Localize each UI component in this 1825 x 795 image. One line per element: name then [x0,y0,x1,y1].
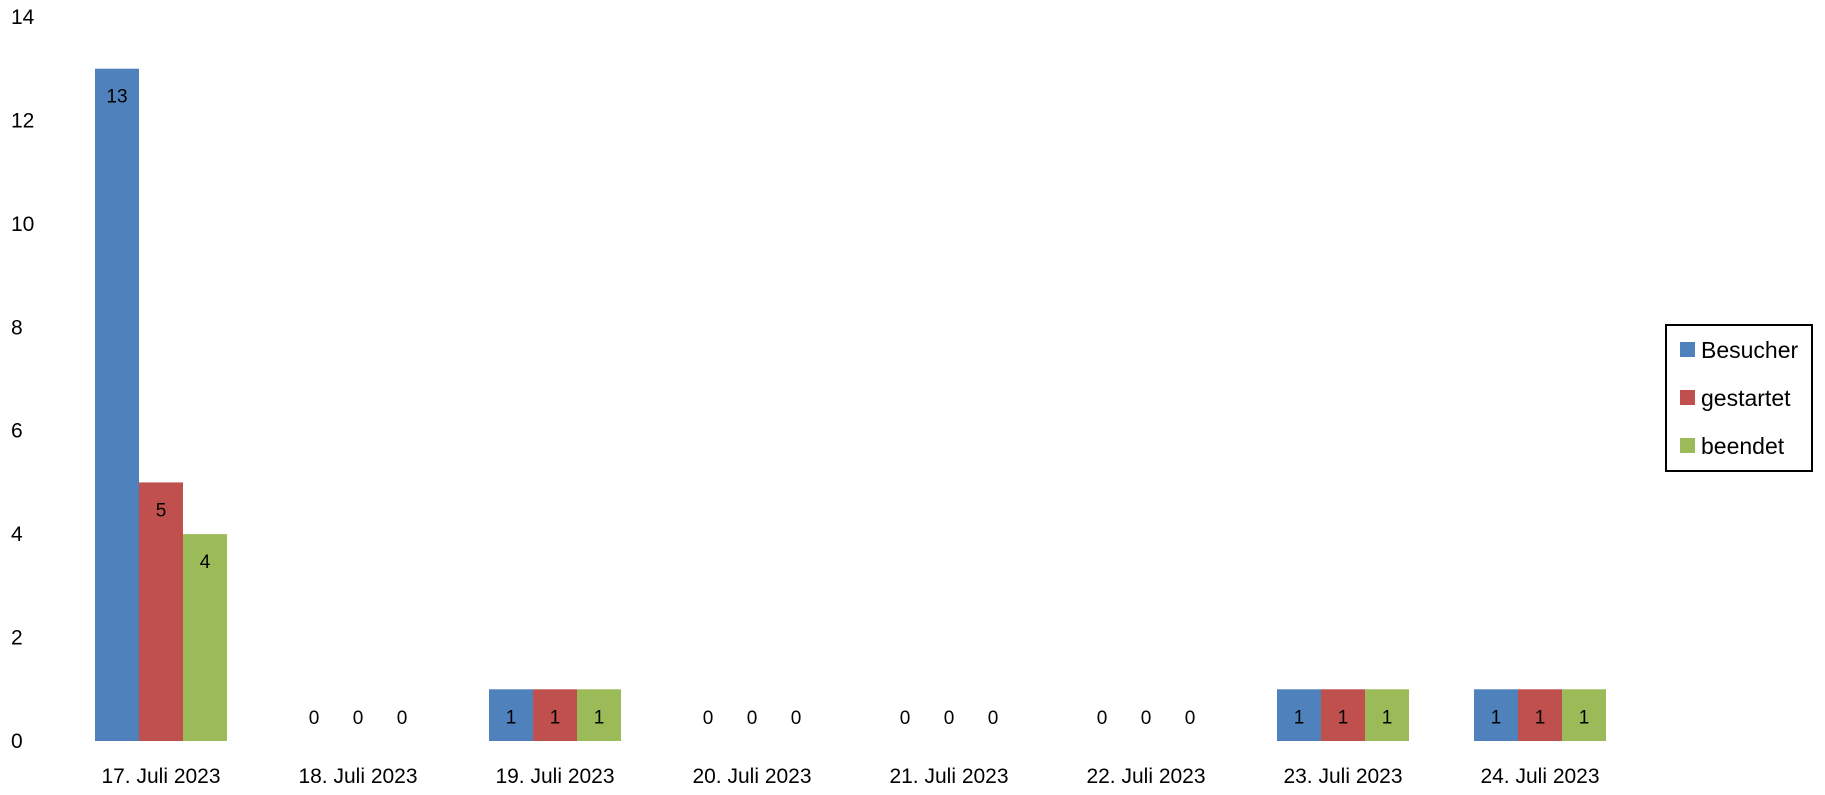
bar-gestartet [1321,689,1365,741]
data-label: 0 [944,708,955,729]
data-label: 0 [309,708,320,729]
data-label: 0 [988,708,999,729]
data-label: 0 [353,708,364,729]
legend-label: beendet [1701,433,1785,459]
x-tick-label: 20. Juli 2023 [692,765,811,788]
bar-beendet [1365,689,1409,741]
data-label: 1 [1535,707,1546,728]
bar-beendet [577,689,621,741]
data-label: 4 [200,552,211,573]
data-label: 1 [594,707,605,728]
data-label: 0 [747,708,758,729]
x-tick-label: 18. Juli 2023 [298,765,417,788]
bar-gestartet [1518,689,1562,741]
data-label: 0 [791,708,802,729]
data-label: 13 [106,87,127,108]
data-label: 0 [703,708,714,729]
x-tick-label: 21. Juli 2023 [889,765,1008,788]
y-tick-label: 4 [11,523,23,546]
legend-swatch [1680,438,1695,453]
legend-label: Besucher [1701,337,1799,363]
data-label: 1 [1491,707,1502,728]
bar-besucher [95,68,139,741]
data-label: 0 [900,708,911,729]
y-tick-label: 0 [11,730,23,753]
bar-beendet [183,534,227,741]
bar-besucher [1277,689,1321,741]
y-axis: 0 2 4 6 8 10 12 14 [11,6,35,753]
data-label: 1 [550,707,561,728]
bar-series-group: 13 5 4 0 0 0 1 1 1 0 0 0 0 0 0 0 0 0 1 1 1 1 1 1 [95,68,1606,741]
x-axis: 17. Juli 2023 18. Juli 2023 19. Juli 2023 2… [101,765,1599,788]
data-label: 1 [1294,707,1305,728]
data-label: 5 [156,500,167,521]
legend-label: gestartet [1701,385,1791,411]
legend-swatch [1680,390,1695,405]
y-tick-label: 6 [11,420,23,443]
y-tick-label: 12 [11,109,34,132]
y-tick-label: 10 [11,213,34,236]
bar-beendet [1562,689,1606,741]
bar-gestartet [139,482,183,741]
y-tick-label: 2 [11,627,23,650]
x-tick-label: 17. Juli 2023 [101,765,220,788]
data-label: 0 [1185,708,1196,729]
x-tick-label: 24. Juli 2023 [1480,765,1599,788]
data-label: 0 [1097,708,1108,729]
data-label: 1 [1338,707,1349,728]
bar-besucher [1474,689,1518,741]
y-tick-label: 14 [11,6,35,29]
legend: Besucher gestartet beendet [1665,324,1813,472]
data-label: 0 [1141,708,1152,729]
data-label: 1 [1382,707,1393,728]
x-tick-label: 22. Juli 2023 [1086,765,1205,788]
data-label: 1 [506,707,517,728]
x-tick-label: 23. Juli 2023 [1283,765,1402,788]
legend-swatch [1680,342,1695,357]
bar-besucher [489,689,533,741]
bar-gestartet [533,689,577,741]
data-label: 1 [1579,707,1590,728]
y-tick-label: 8 [11,316,23,339]
x-tick-label: 19. Juli 2023 [495,765,614,788]
data-label: 0 [397,708,408,729]
